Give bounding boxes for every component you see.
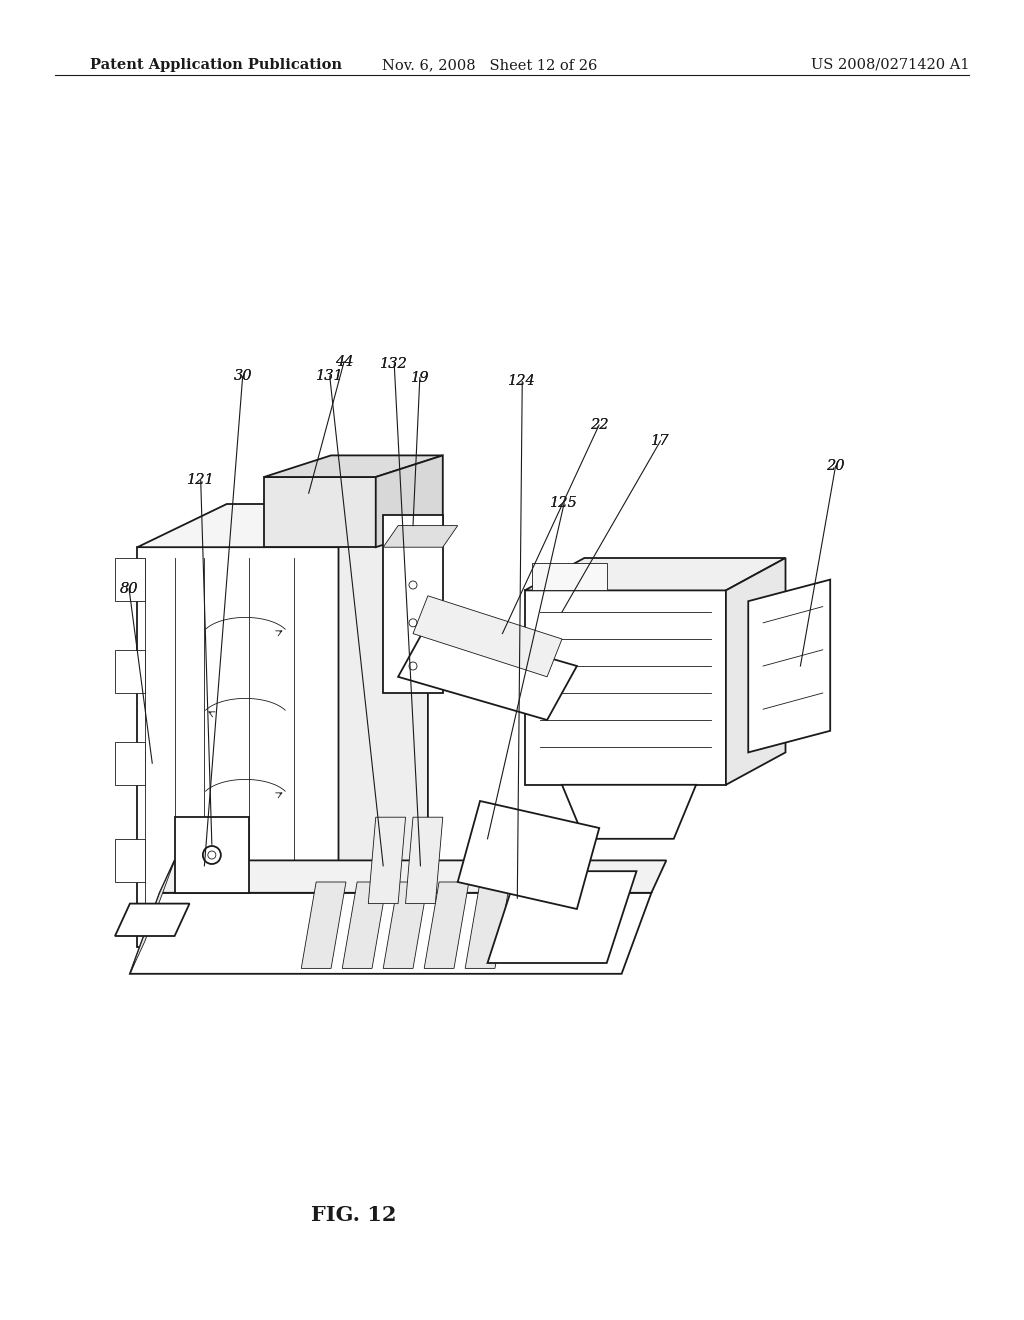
Text: 132: 132 [380,358,409,371]
Polygon shape [465,882,510,969]
Polygon shape [562,785,696,838]
Polygon shape [424,882,469,969]
Text: 125: 125 [550,496,579,510]
Polygon shape [383,515,442,693]
Text: 30: 30 [233,370,252,383]
Text: 20: 20 [826,459,845,473]
Text: Patent Application Publication: Patent Application Publication [90,58,342,73]
Polygon shape [406,817,442,904]
Text: 131: 131 [315,370,344,383]
Polygon shape [301,882,346,969]
Text: 80: 80 [120,582,138,595]
Polygon shape [398,623,577,719]
Polygon shape [130,892,651,974]
Polygon shape [726,558,785,785]
Text: 17: 17 [651,434,670,447]
Polygon shape [342,882,387,969]
Text: 20: 20 [826,459,845,473]
Text: 19: 19 [411,371,429,384]
Polygon shape [458,801,599,909]
Text: 125: 125 [550,496,579,510]
Polygon shape [137,548,339,946]
Text: 132: 132 [380,358,409,371]
Polygon shape [115,558,144,601]
Text: 30: 30 [233,370,252,383]
Text: 121: 121 [186,474,215,487]
Text: 19: 19 [411,371,429,384]
Polygon shape [264,455,442,477]
Polygon shape [115,904,189,936]
Polygon shape [487,871,637,964]
Polygon shape [137,504,428,548]
Text: 44: 44 [335,355,353,368]
Text: 17: 17 [651,434,670,447]
Polygon shape [383,882,428,969]
Polygon shape [115,838,144,882]
Text: 22: 22 [590,418,608,432]
Polygon shape [524,590,726,785]
Polygon shape [524,558,785,590]
Polygon shape [115,742,144,785]
Text: 124: 124 [508,375,537,388]
Text: 44: 44 [335,355,353,368]
Text: 22: 22 [590,418,608,432]
Polygon shape [130,861,175,974]
Text: 121: 121 [186,474,215,487]
Polygon shape [383,525,458,548]
Polygon shape [376,455,442,548]
Text: 124: 124 [508,375,537,388]
Polygon shape [413,595,562,677]
Text: US 2008/0271420 A1: US 2008/0271420 A1 [811,58,970,73]
Text: FIG. 12: FIG. 12 [310,1205,396,1225]
Polygon shape [264,477,376,548]
Text: 131: 131 [315,370,344,383]
Polygon shape [160,861,667,892]
Polygon shape [532,564,606,590]
Polygon shape [115,649,144,693]
Polygon shape [749,579,830,752]
Polygon shape [339,504,428,946]
Polygon shape [175,817,249,892]
Text: 80: 80 [120,582,138,595]
Polygon shape [369,817,406,904]
Text: Nov. 6, 2008   Sheet 12 of 26: Nov. 6, 2008 Sheet 12 of 26 [382,58,598,73]
